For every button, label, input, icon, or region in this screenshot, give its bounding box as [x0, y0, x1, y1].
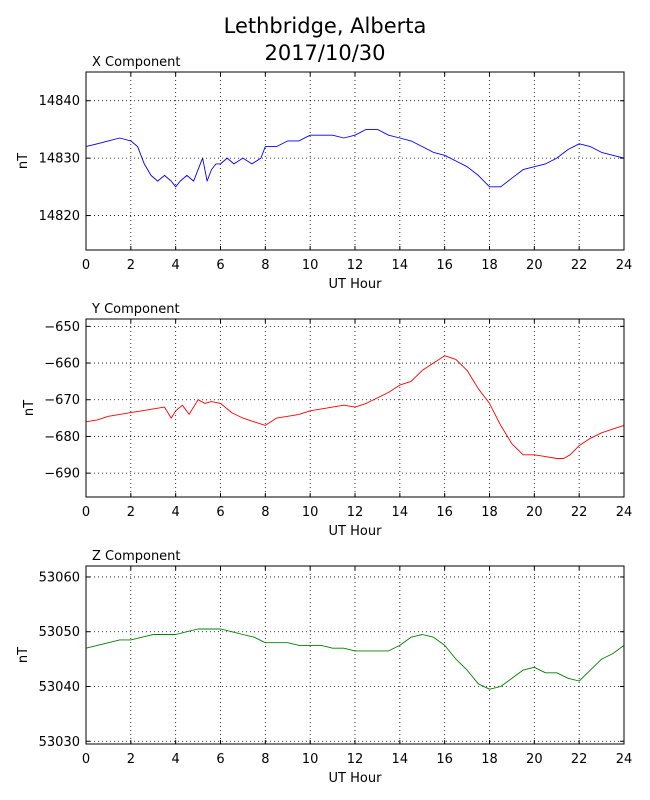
z-xtick-label: 0 [82, 752, 90, 767]
x-xtick-label: 18 [481, 258, 498, 273]
y-yaxis-label: nT [22, 400, 37, 416]
z-yaxis-label: nT [16, 647, 31, 663]
z-ytick-label: 53050 [39, 625, 80, 640]
x-axes-frame [85, 71, 625, 251]
y-xtick-label: 6 [216, 505, 224, 520]
y-xtick-label: 22 [571, 505, 588, 520]
x-xtick-label: 24 [616, 258, 633, 273]
x-xtick-label: 12 [347, 258, 364, 273]
z-xtick-label: 12 [347, 752, 364, 767]
y-xtick-label: 8 [261, 505, 269, 520]
x-component-series-line [85, 128, 625, 188]
z-xtick-label: 24 [616, 752, 633, 767]
y-component-series-line [85, 355, 625, 459]
x-xtick-label: 4 [172, 258, 180, 273]
y-xtick-label: 2 [127, 505, 135, 520]
x-xtick-label: 8 [261, 258, 269, 273]
y-ytick-label: −680 [44, 430, 80, 445]
x-xtick-label: 10 [302, 258, 319, 273]
x-xtick-label: 20 [526, 258, 543, 273]
x-xtick-label: 14 [392, 258, 409, 273]
x-xaxis-label: UT Hour [329, 277, 383, 292]
z-xtick-label: 4 [172, 752, 180, 767]
y-xtick-label: 4 [172, 505, 180, 520]
z-xtick-label: 14 [392, 752, 409, 767]
x-panel-title: X Component [92, 55, 181, 70]
x-xtick-label: 0 [82, 258, 90, 273]
x-xtick-label: 6 [216, 258, 224, 273]
z-xtick-label: 8 [261, 752, 269, 767]
y-axes-frame [85, 318, 625, 498]
z-xtick-label: 10 [302, 752, 319, 767]
z-xtick-label: 6 [216, 752, 224, 767]
y-ytick-label: −670 [44, 393, 80, 408]
y-xaxis-label: UT Hour [329, 524, 383, 539]
y-xtick-label: 16 [436, 505, 453, 520]
x-ytick-label: 14830 [39, 152, 80, 167]
y-xtick-label: 0 [82, 505, 90, 520]
z-xtick-label: 22 [571, 752, 588, 767]
z-xtick-label: 2 [127, 752, 135, 767]
y-xtick-label: 18 [481, 505, 498, 520]
y-xtick-label: 10 [302, 505, 319, 520]
x-xtick-label: 22 [571, 258, 588, 273]
y-ytick-label: −690 [44, 467, 80, 482]
y-xtick-label: 24 [616, 505, 633, 520]
x-ytick-label: 14840 [39, 94, 80, 109]
z-ytick-label: 53030 [39, 735, 80, 750]
chart-title-line2: 2017/10/30 [264, 41, 386, 65]
z-axes-frame [85, 565, 625, 745]
chart-title-line1: Lethbridge, Alberta [223, 14, 427, 38]
y-panel-title: Y Component [91, 302, 180, 317]
z-xtick-label: 20 [526, 752, 543, 767]
x-ytick-label: 14820 [39, 209, 80, 224]
z-ytick-label: 53040 [39, 680, 80, 695]
x-yaxis-label: nT [16, 153, 31, 169]
y-xtick-label: 12 [347, 505, 364, 520]
x-xtick-label: 2 [127, 258, 135, 273]
z-ytick-label: 53060 [39, 570, 80, 585]
z-panel-title: Z Component [92, 549, 181, 564]
z-component-series-line [85, 628, 625, 690]
z-xtick-label: 18 [481, 752, 498, 767]
y-xtick-label: 14 [392, 505, 409, 520]
y-ytick-label: −650 [44, 320, 80, 335]
z-xtick-label: 16 [436, 752, 453, 767]
x-xtick-label: 16 [436, 258, 453, 273]
y-xtick-label: 20 [526, 505, 543, 520]
z-xaxis-label: UT Hour [329, 771, 383, 786]
y-ytick-label: −660 [44, 357, 80, 372]
